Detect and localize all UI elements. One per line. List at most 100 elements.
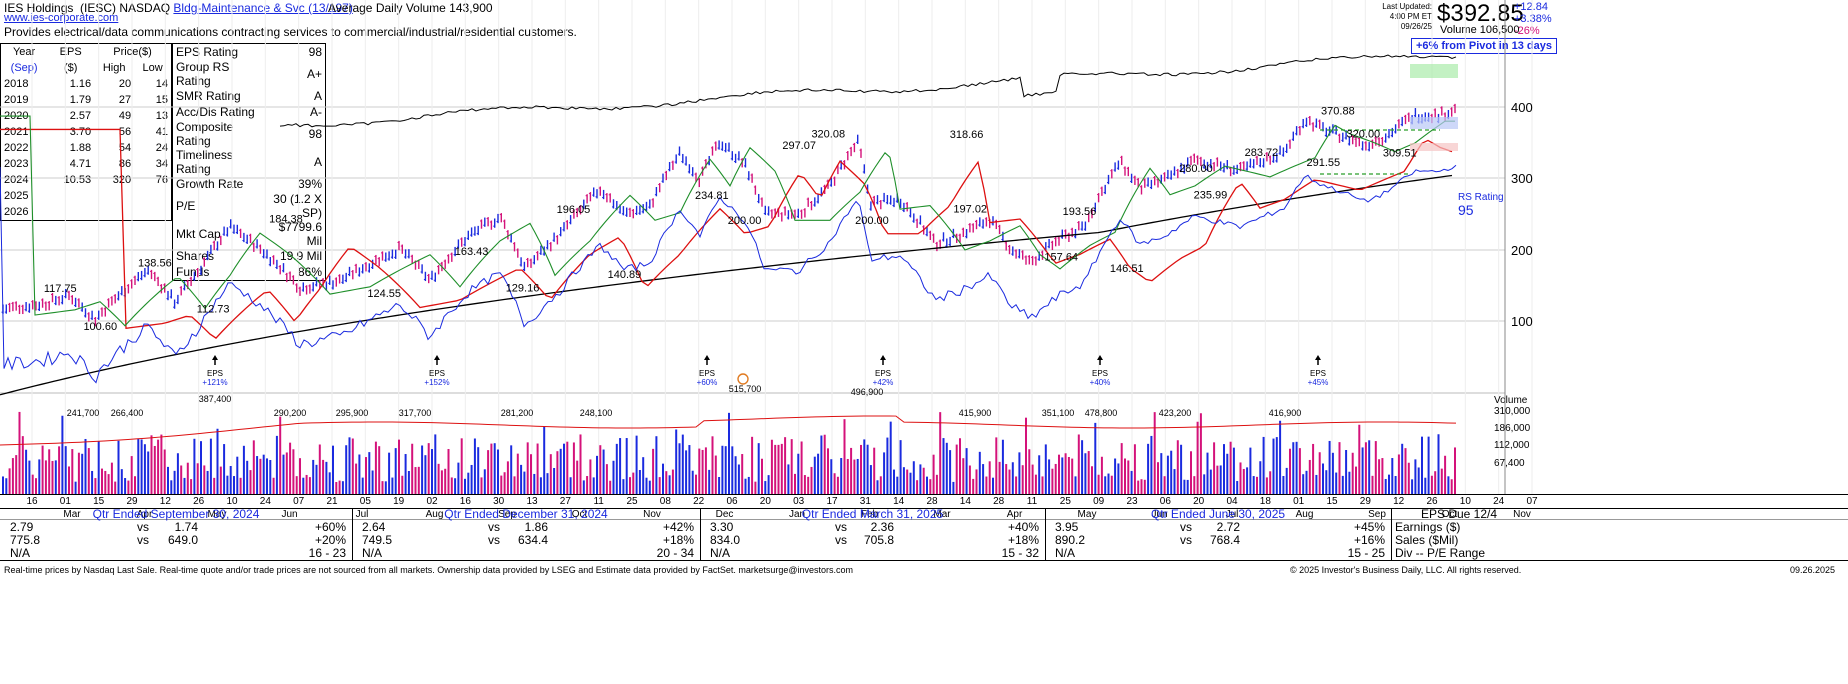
volume-annotation: 266,400 — [111, 408, 144, 418]
quarter-eps-cell: 1.74 — [174, 520, 198, 534]
eps-year: 2018 — [4, 78, 29, 90]
change-abs: +12.84 — [1514, 1, 1548, 13]
rs-line — [0, 164, 1457, 384]
industry-group-link[interactable]: Bldg-Maintenance & Svc (13/197) — [173, 1, 353, 15]
x-day-label: 16 — [26, 496, 38, 507]
quarter-sales-cell: +18% — [1007, 533, 1039, 547]
rating-row: Group RS Rating A+ — [173, 60, 326, 88]
x-day-label: 18 — [1260, 496, 1272, 507]
quarter-pe-row: N/A 16 - 23 — [0, 547, 346, 560]
price-tick-label: 200 — [1511, 243, 1533, 258]
volume-annotation: 248,100 — [580, 408, 613, 418]
rating-value: 39% — [297, 177, 322, 191]
x-month-label: Oct — [1442, 509, 1458, 520]
x-day-label: 25 — [626, 496, 638, 507]
volume-axis-label: Volume — [1494, 395, 1528, 406]
eps-row: 2019 1.79 27 15 — [1, 92, 172, 108]
quarter-pe-cell: N/A — [362, 546, 383, 560]
quarter-title: Qtr Ended March 31, 2025 — [801, 507, 944, 521]
rating-label: Group RS Rating — [176, 60, 230, 88]
quarter-divider — [352, 508, 353, 560]
quarter-sales-cell: 834.0 — [710, 533, 741, 547]
volume-annotation: 281,200 — [501, 408, 534, 418]
quarter-sales-cell: vs — [1180, 533, 1192, 547]
rating-label: Growth Rate — [176, 177, 244, 191]
x-day-label: 24 — [260, 496, 272, 507]
x-month-label: Aug — [1296, 509, 1314, 520]
price-annotation: 124.55 — [367, 288, 401, 300]
volume-annotation: 478,800 — [1085, 408, 1118, 418]
last-updated: Last Updated: 4:00 PM ET 09/26/25 — [1360, 2, 1432, 32]
x-day-label: 12 — [160, 496, 172, 507]
price-annotation: 283.72 — [1245, 147, 1279, 159]
quarter-eps-cell: 2.72 — [1216, 520, 1240, 534]
quarter-block: Qtr Ended March 31, 2025 3.30 vs 2.36 +40% 83… — [700, 508, 1045, 560]
x-month-label: Mar — [933, 509, 951, 520]
stop-zone — [1410, 143, 1458, 151]
x-day-label: 15 — [1326, 496, 1338, 507]
quarter-divider — [700, 508, 701, 560]
quarter-eps-row: 3.30 vs 2.36 +40% — [700, 521, 1039, 534]
eps-value: 1.88 — [69, 142, 92, 154]
rating-label: Composite Rating — [176, 120, 234, 148]
quarter-title: Qtr Ended June 30, 2025 — [1150, 507, 1286, 521]
quarter-eps-cell: vs — [137, 520, 149, 534]
x-month-label: Nov — [643, 509, 661, 520]
x-month-label: Sep — [498, 509, 516, 520]
eps-year: 2025 — [4, 190, 29, 202]
quarter-block: Qtr Ended June 30, 2025 3.95 vs 2.72 +45% 890… — [1045, 508, 1391, 560]
price-high: 27 — [118, 94, 132, 106]
price-high: 54 — [118, 142, 132, 154]
price-annotation: 100.60 — [83, 321, 117, 333]
eps-marker-pct: +42% — [873, 378, 894, 387]
quarter-title: Qtr Ended September 30, 2024 — [92, 507, 260, 521]
eps-marker-label: EPS — [1310, 369, 1326, 378]
quarter-eps-cell: 2.79 — [10, 520, 34, 534]
x-month-label: Dec — [716, 509, 734, 520]
volume-annotation: 387,400 — [199, 394, 232, 404]
eps-marker-pct: +152% — [424, 378, 449, 387]
eps-row: 2025 — [1, 188, 172, 204]
quarter-eps-cell: 3.30 — [710, 520, 734, 534]
volume-annotation: 416,900 — [1269, 408, 1302, 418]
rating-label: SMR Rating — [176, 89, 241, 103]
x-day-label: 20 — [1193, 496, 1205, 507]
price-high: 56 — [118, 126, 132, 138]
quarter-sales-cell: 768.4 — [1209, 533, 1240, 547]
price-annotation: 235.99 — [1194, 189, 1228, 201]
x-day-label: 19 — [393, 496, 405, 507]
volume-annotation: 351,100 — [1042, 408, 1075, 418]
x-day-label: 11 — [1027, 496, 1038, 507]
eps-arrow-icon — [1315, 355, 1321, 360]
month-axis-rule — [0, 508, 1848, 509]
x-day-label: 02 — [426, 496, 438, 507]
rating-value: 98 — [308, 45, 322, 59]
x-day-label: 21 — [326, 496, 338, 507]
x-axis-top-rule — [0, 494, 1848, 495]
x-day-label: 03 — [793, 496, 805, 507]
x-month-label: Apr — [1007, 509, 1023, 520]
rating-label: Acc/Dis Rating — [176, 105, 255, 119]
eps-value: 1.16 — [69, 78, 92, 90]
quarter-eps-cell: 3.95 — [1055, 520, 1079, 534]
website-link[interactable]: www.ies-corporate.com — [4, 12, 119, 24]
x-day-label: 01 — [60, 496, 72, 507]
rating-row: EPS Rating 98 — [173, 44, 326, 61]
quarter-sales-cell: vs — [835, 533, 847, 547]
quarter-eps-cell: +45% — [1353, 520, 1385, 534]
x-month-label: May — [1078, 509, 1097, 520]
price-annotation: 370.88 — [1321, 106, 1355, 118]
x-day-label: 08 — [660, 496, 672, 507]
ticker: (IESC) NASDAQ — [80, 1, 171, 15]
change-pct: +3.38% — [1514, 13, 1552, 25]
x-day-label: 23 — [1126, 496, 1138, 507]
rating-value: 86% — [297, 265, 322, 279]
pivot-note: +6% from Pivot in 13 days — [1411, 38, 1557, 54]
volume-annotation: 317,700 — [399, 408, 432, 418]
x-month-label: Oct — [572, 509, 588, 520]
price-annotation: 309.51 — [1383, 148, 1417, 160]
quarter-divider — [1391, 508, 1392, 560]
quarter-eps-cell: 2.36 — [870, 520, 894, 534]
description: Provides electrical/data communications … — [4, 25, 577, 39]
